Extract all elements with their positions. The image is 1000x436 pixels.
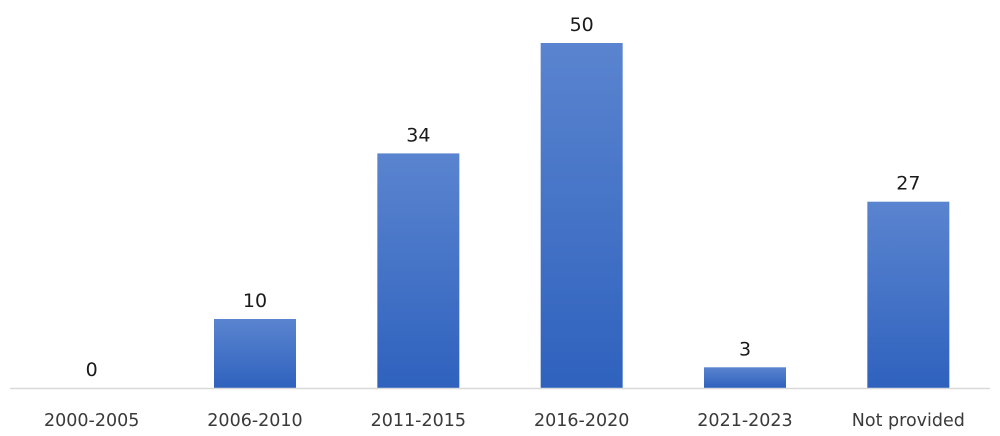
category-label-2000-2005: 2000-2005 <box>44 411 139 431</box>
bar-not-provided <box>867 201 950 388</box>
value-label-2000-2005: 0 <box>86 359 98 381</box>
value-label-2011-2015: 34 <box>406 124 430 146</box>
bar-2011-2015 <box>377 153 460 388</box>
category-label-not-provided: Not provided <box>852 411 965 431</box>
category-label-2006-2010: 2006-2010 <box>207 411 302 431</box>
value-label-2016-2020: 50 <box>570 14 594 36</box>
category-label-2016-2020: 2016-2020 <box>534 411 629 431</box>
value-label-2021-2023: 3 <box>739 338 751 360</box>
value-labels-group: 0 10 34 50 3 27 <box>86 14 921 381</box>
bar-2016-2020 <box>540 43 623 388</box>
bar-2006-2010 <box>214 319 296 388</box>
bar-2021-2023 <box>704 367 786 388</box>
bars-group <box>214 43 950 388</box>
value-label-not-provided: 27 <box>896 173 920 195</box>
category-label-2021-2023: 2021-2023 <box>697 411 792 431</box>
category-labels-group: 2000-2005 2006-2010 2011-2015 2016-2020 2021… <box>44 411 965 431</box>
value-label-2006-2010: 10 <box>243 290 267 312</box>
category-label-2011-2015: 2011-2015 <box>371 411 466 431</box>
